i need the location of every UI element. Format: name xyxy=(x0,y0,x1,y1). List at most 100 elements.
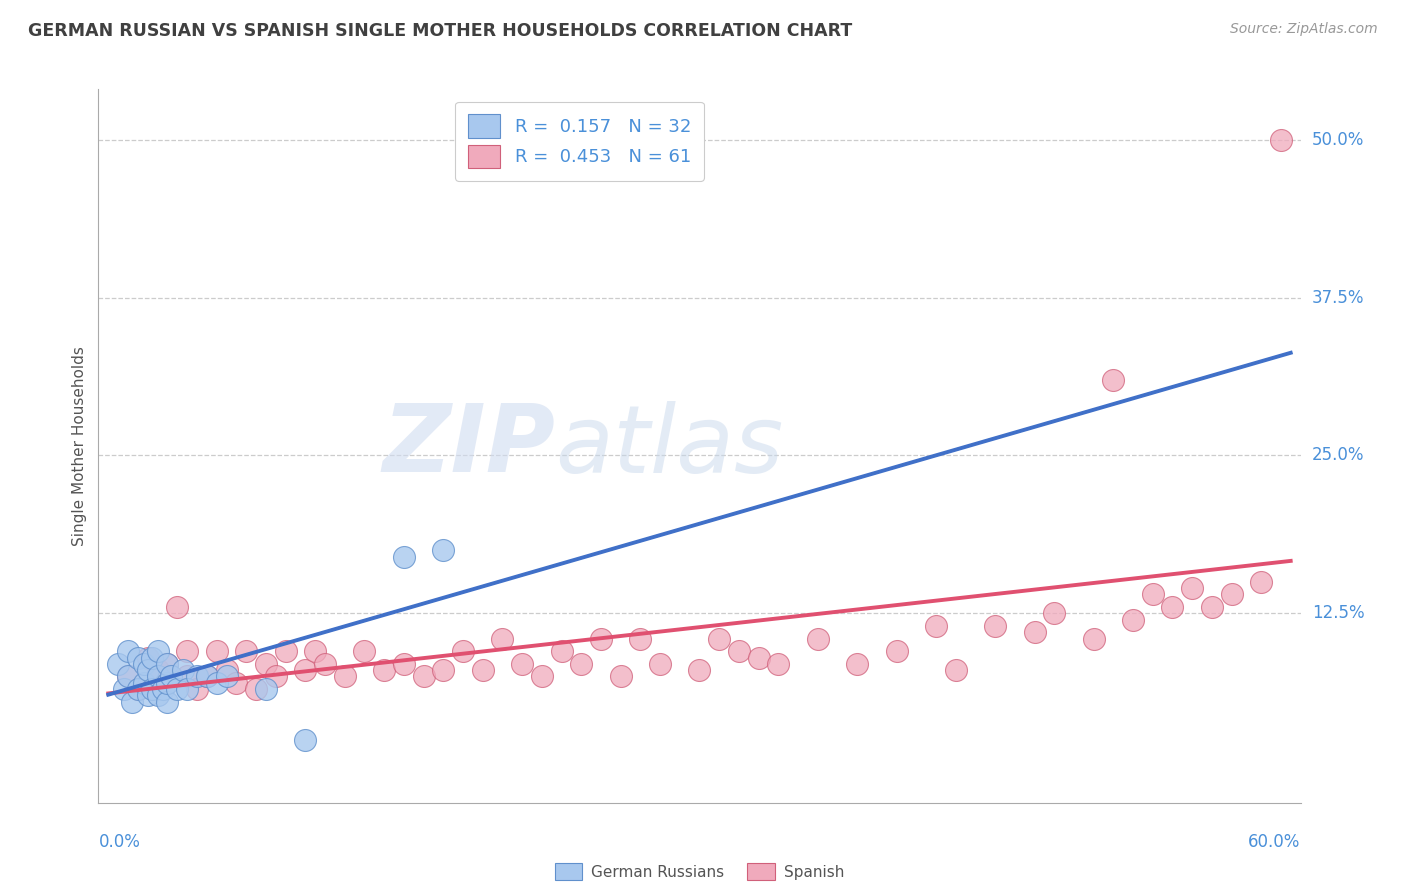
Point xyxy=(205,644,228,658)
Text: 37.5%: 37.5% xyxy=(1312,289,1364,307)
Point xyxy=(160,669,183,683)
Point xyxy=(709,632,731,646)
Y-axis label: Single Mother Households: Single Mother Households xyxy=(72,346,87,546)
Point xyxy=(254,682,277,697)
Point xyxy=(156,695,179,709)
Point xyxy=(294,663,316,677)
Point xyxy=(112,682,135,697)
Point xyxy=(274,644,297,658)
Point xyxy=(117,669,139,683)
Text: ZIP: ZIP xyxy=(382,400,555,492)
Point xyxy=(1201,600,1223,615)
Text: 50.0%: 50.0% xyxy=(1312,131,1364,149)
Point xyxy=(195,669,218,683)
Point xyxy=(550,644,572,658)
Point xyxy=(945,663,967,677)
Point xyxy=(1220,587,1243,601)
Point xyxy=(432,543,454,558)
Point xyxy=(117,669,139,683)
Point xyxy=(491,632,513,646)
Point xyxy=(807,632,830,646)
Text: atlas: atlas xyxy=(555,401,783,491)
Point xyxy=(245,682,267,697)
Point xyxy=(432,663,454,677)
Point xyxy=(1083,632,1105,646)
Point xyxy=(172,663,194,677)
Point xyxy=(648,657,671,671)
Point xyxy=(333,669,356,683)
Point xyxy=(127,682,149,697)
Point xyxy=(136,663,159,677)
Point xyxy=(1270,133,1292,147)
Point xyxy=(186,682,208,697)
Point xyxy=(1024,625,1046,640)
Point xyxy=(186,669,208,683)
Point xyxy=(176,669,198,683)
Point xyxy=(136,650,159,665)
Point xyxy=(304,644,326,658)
Point xyxy=(471,663,494,677)
Text: 12.5%: 12.5% xyxy=(1312,605,1364,623)
Point xyxy=(176,644,198,658)
Point xyxy=(353,644,375,658)
Point xyxy=(392,549,415,564)
Point xyxy=(1142,587,1164,601)
Point xyxy=(152,682,174,697)
Point xyxy=(235,644,257,658)
Point xyxy=(1043,607,1066,621)
Point xyxy=(886,644,908,658)
Point xyxy=(141,682,163,697)
Point xyxy=(146,669,169,683)
Legend: German Russians, Spanish: German Russians, Spanish xyxy=(547,855,852,888)
Point xyxy=(254,657,277,671)
Point xyxy=(132,657,155,671)
Point xyxy=(1161,600,1184,615)
Point xyxy=(846,657,869,671)
Text: Source: ZipAtlas.com: Source: ZipAtlas.com xyxy=(1230,22,1378,37)
Point xyxy=(166,600,188,615)
Point xyxy=(107,657,129,671)
Point xyxy=(748,650,770,665)
Text: GERMAN RUSSIAN VS SPANISH SINGLE MOTHER HOUSEHOLDS CORRELATION CHART: GERMAN RUSSIAN VS SPANISH SINGLE MOTHER … xyxy=(28,22,852,40)
Point xyxy=(146,644,169,658)
Point xyxy=(141,650,163,665)
Point xyxy=(294,732,316,747)
Point xyxy=(195,669,218,683)
Point xyxy=(205,675,228,690)
Point xyxy=(589,632,612,646)
Point xyxy=(628,632,651,646)
Point xyxy=(609,669,631,683)
Point xyxy=(728,644,751,658)
Text: 25.0%: 25.0% xyxy=(1312,447,1364,465)
Point xyxy=(392,657,415,671)
Point xyxy=(264,669,287,683)
Point xyxy=(314,657,336,671)
Point xyxy=(451,644,474,658)
Point xyxy=(166,682,188,697)
Point xyxy=(136,689,159,703)
Point xyxy=(117,644,139,658)
Point xyxy=(146,689,169,703)
Point xyxy=(1250,574,1272,589)
Point xyxy=(156,675,179,690)
Point xyxy=(127,682,149,697)
Point xyxy=(127,650,149,665)
Text: 60.0%: 60.0% xyxy=(1249,833,1301,851)
Point xyxy=(132,675,155,690)
Point xyxy=(373,663,395,677)
Point xyxy=(984,619,1007,633)
Point xyxy=(176,682,198,697)
Point xyxy=(510,657,533,671)
Point xyxy=(215,663,238,677)
Point xyxy=(925,619,948,633)
Point xyxy=(156,657,179,671)
Point xyxy=(412,669,434,683)
Point xyxy=(1181,581,1204,595)
Point xyxy=(768,657,790,671)
Point xyxy=(688,663,710,677)
Text: 0.0%: 0.0% xyxy=(98,833,141,851)
Point xyxy=(1102,373,1125,387)
Point xyxy=(156,657,179,671)
Point xyxy=(121,695,143,709)
Point xyxy=(569,657,592,671)
